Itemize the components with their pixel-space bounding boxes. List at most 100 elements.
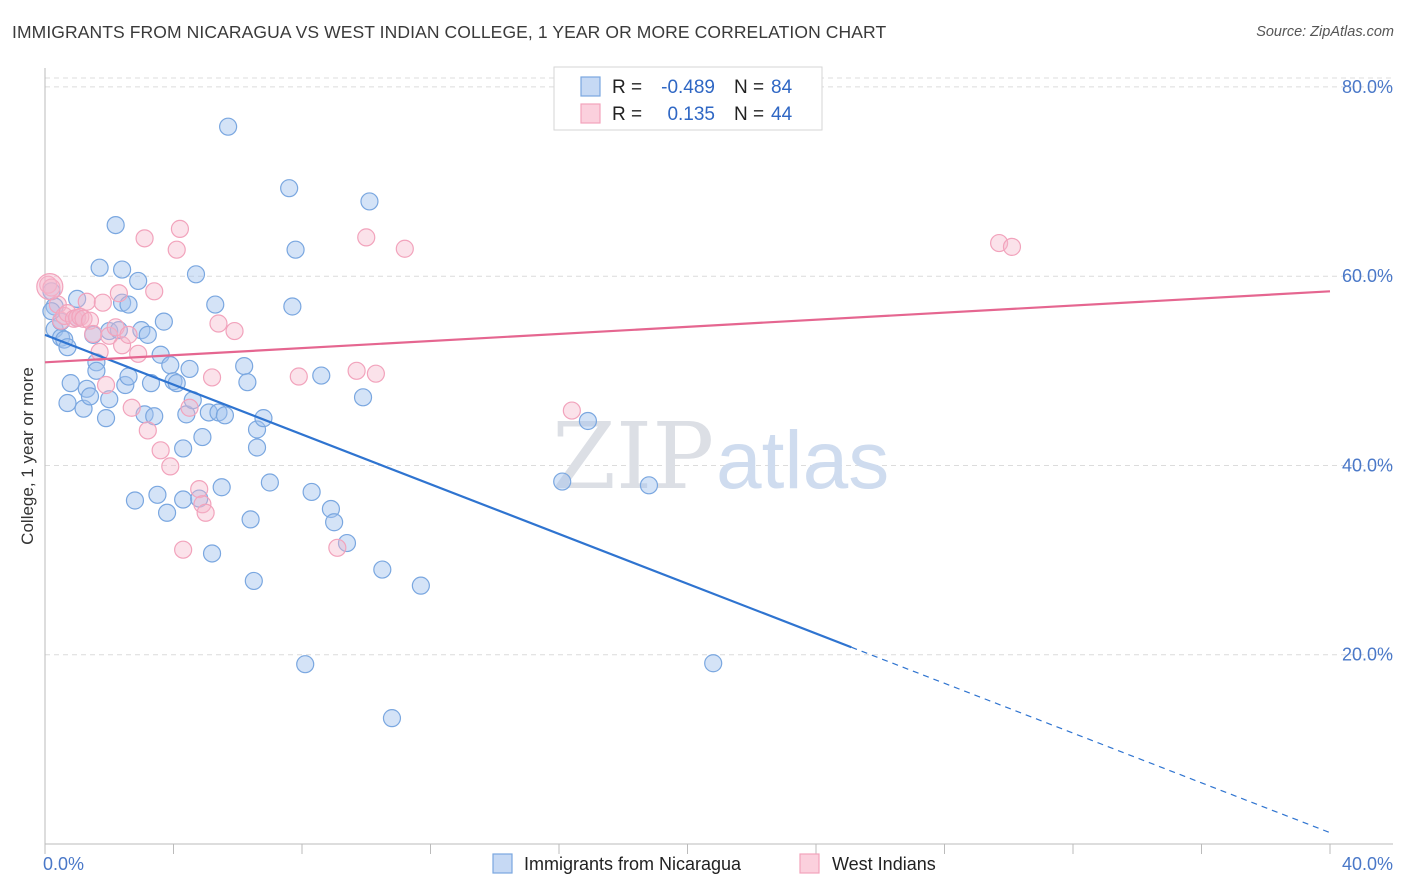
nicaragua-point-13 [80, 387, 100, 406]
nicaragua-point-65 [283, 297, 302, 316]
nicaragua-point-34 [148, 485, 167, 504]
nicaragua-point-36 [154, 312, 173, 331]
nicaragua-point-21 [109, 321, 128, 340]
nicaragua-point-60 [247, 438, 267, 457]
nicaragua-point-63 [260, 473, 279, 492]
west-indians-point-35 [202, 368, 222, 387]
nicaragua-point-75 [373, 560, 392, 579]
west-indians-point-12 [84, 324, 103, 344]
nicaragua-point-46 [186, 265, 206, 284]
nicaragua-point-28 [129, 271, 148, 291]
west-indians-point-18 [109, 284, 128, 303]
nicaragua-point-68 [302, 482, 321, 502]
legend-r-value-west-indians: 0.135 [667, 104, 715, 125]
west-indians-point-39 [328, 538, 347, 557]
tick-labels: 20.0% 40.0% 60.0% 80.0% 0.0% 40.0% [43, 77, 1393, 874]
trend-line-nicaragua-extrapolated [851, 646, 1331, 834]
west-indians-point-40 [347, 361, 366, 380]
west-indians-point-27 [161, 457, 180, 476]
chart-title: IMMIGRANTS FROM NICARAGUA VS WEST INDIAN… [12, 22, 887, 42]
legend-n-label-1: N = [734, 77, 764, 98]
nicaragua-point-48 [193, 427, 212, 447]
bottom-legend-swatch-nicaragua [492, 853, 513, 874]
nicaragua-point-22 [112, 293, 132, 312]
trend-line-nicaragua [44, 333, 852, 649]
nicaragua-point-17 [90, 258, 109, 277]
west-indians-point-32 [190, 480, 209, 499]
watermark: ZIP atlas [552, 403, 889, 510]
west-indians-point-20 [119, 325, 138, 344]
west-indians-point-26 [151, 441, 170, 460]
y-tick-label-2: 60.0% [1342, 266, 1393, 286]
nicaragua-point-51 [206, 295, 225, 314]
nicaragua-point-61 [247, 420, 267, 439]
nicaragua-point-27 [125, 491, 145, 510]
legend-r-label-1: R = [612, 77, 642, 98]
west-indians-point-10 [77, 292, 96, 311]
watermark-atlas: atlas [716, 415, 889, 506]
west-indians-point-37 [225, 321, 244, 341]
x-tick-label-1: 40.0% [1342, 854, 1393, 874]
nicaragua-point-6 [58, 393, 77, 413]
nicaragua-point-41 [174, 490, 193, 509]
nicaragua-point-64 [280, 179, 299, 198]
west-indians-point-28 [167, 240, 186, 259]
west-indians-point-46 [1002, 237, 1022, 256]
legend-swatch-nicaragua [580, 76, 601, 97]
nicaragua-point-83 [100, 390, 119, 409]
bottom-legend-label-west-indians: West Indians [832, 854, 936, 874]
bottom-legend: Immigrants from Nicaragua West Indians [492, 853, 936, 874]
nicaragua-point-18 [96, 409, 116, 428]
legend-n-value-nicaragua: 84 [771, 77, 793, 98]
nicaragua-point-31 [138, 325, 157, 344]
west-indians-point-31 [180, 398, 199, 417]
west-indians-point-22 [129, 344, 148, 363]
nicaragua-point-50 [202, 544, 222, 563]
west-indians-point-15 [96, 375, 116, 395]
west-indians-point-41 [357, 228, 376, 247]
west-indians-point-42 [366, 364, 385, 383]
bottom-legend-label-nicaragua: Immigrants from Nicaragua [524, 854, 742, 874]
nicaragua-point-79 [578, 411, 598, 431]
west-indians-point-29 [170, 219, 190, 238]
nicaragua-point-66 [286, 240, 305, 259]
nicaragua-point-78 [553, 472, 572, 491]
legend: R = -0.489 N = 84 R = 0.135 N = 44 [553, 66, 823, 131]
source-credit: Source: ZipAtlas.com [1256, 24, 1394, 40]
watermark-zip: ZIP [552, 403, 714, 510]
nicaragua-point-23 [112, 260, 132, 279]
west-indians-point-25 [145, 282, 164, 301]
nicaragua-point-38 [161, 356, 180, 375]
nicaragua-point-69 [312, 366, 331, 385]
legend-r-label-2: R = [612, 104, 642, 125]
west-indians-point-21 [122, 398, 141, 417]
west-indians-point-44 [562, 401, 581, 420]
y-tick-label-3: 80.0% [1342, 77, 1393, 97]
axes [44, 68, 1393, 854]
nicaragua-point-72 [337, 533, 357, 553]
nicaragua-point-80 [639, 476, 659, 495]
nicaragua-point-53 [212, 478, 231, 497]
legend-n-value-west-indians: 44 [771, 104, 793, 125]
nicaragua-point-59 [244, 571, 263, 591]
west-indians-point-36 [209, 314, 228, 333]
west-indians-point-19 [112, 336, 132, 355]
west-indians-point-34 [196, 503, 215, 522]
trend-line-west-indians [44, 290, 1331, 364]
nicaragua-point-73 [353, 388, 373, 407]
nicaragua-point-74 [360, 192, 379, 211]
nicaragua-point-56 [235, 356, 254, 376]
west-indians-point-24 [138, 421, 157, 440]
west-indians-point-0 [39, 275, 58, 294]
nicaragua-point-62 [254, 409, 273, 428]
bottom-legend-swatch-west-indians [799, 853, 820, 874]
west-indians-point-8 [71, 307, 90, 326]
nicaragua-point-58 [241, 510, 260, 529]
nicaragua-point-54 [215, 406, 234, 425]
west-indians-cluster-point [36, 273, 64, 301]
nicaragua-point-16 [87, 361, 106, 380]
west-indians-point-43 [395, 239, 414, 258]
nicaragua-point-42 [174, 439, 193, 458]
nicaragua-point-71 [325, 513, 344, 532]
